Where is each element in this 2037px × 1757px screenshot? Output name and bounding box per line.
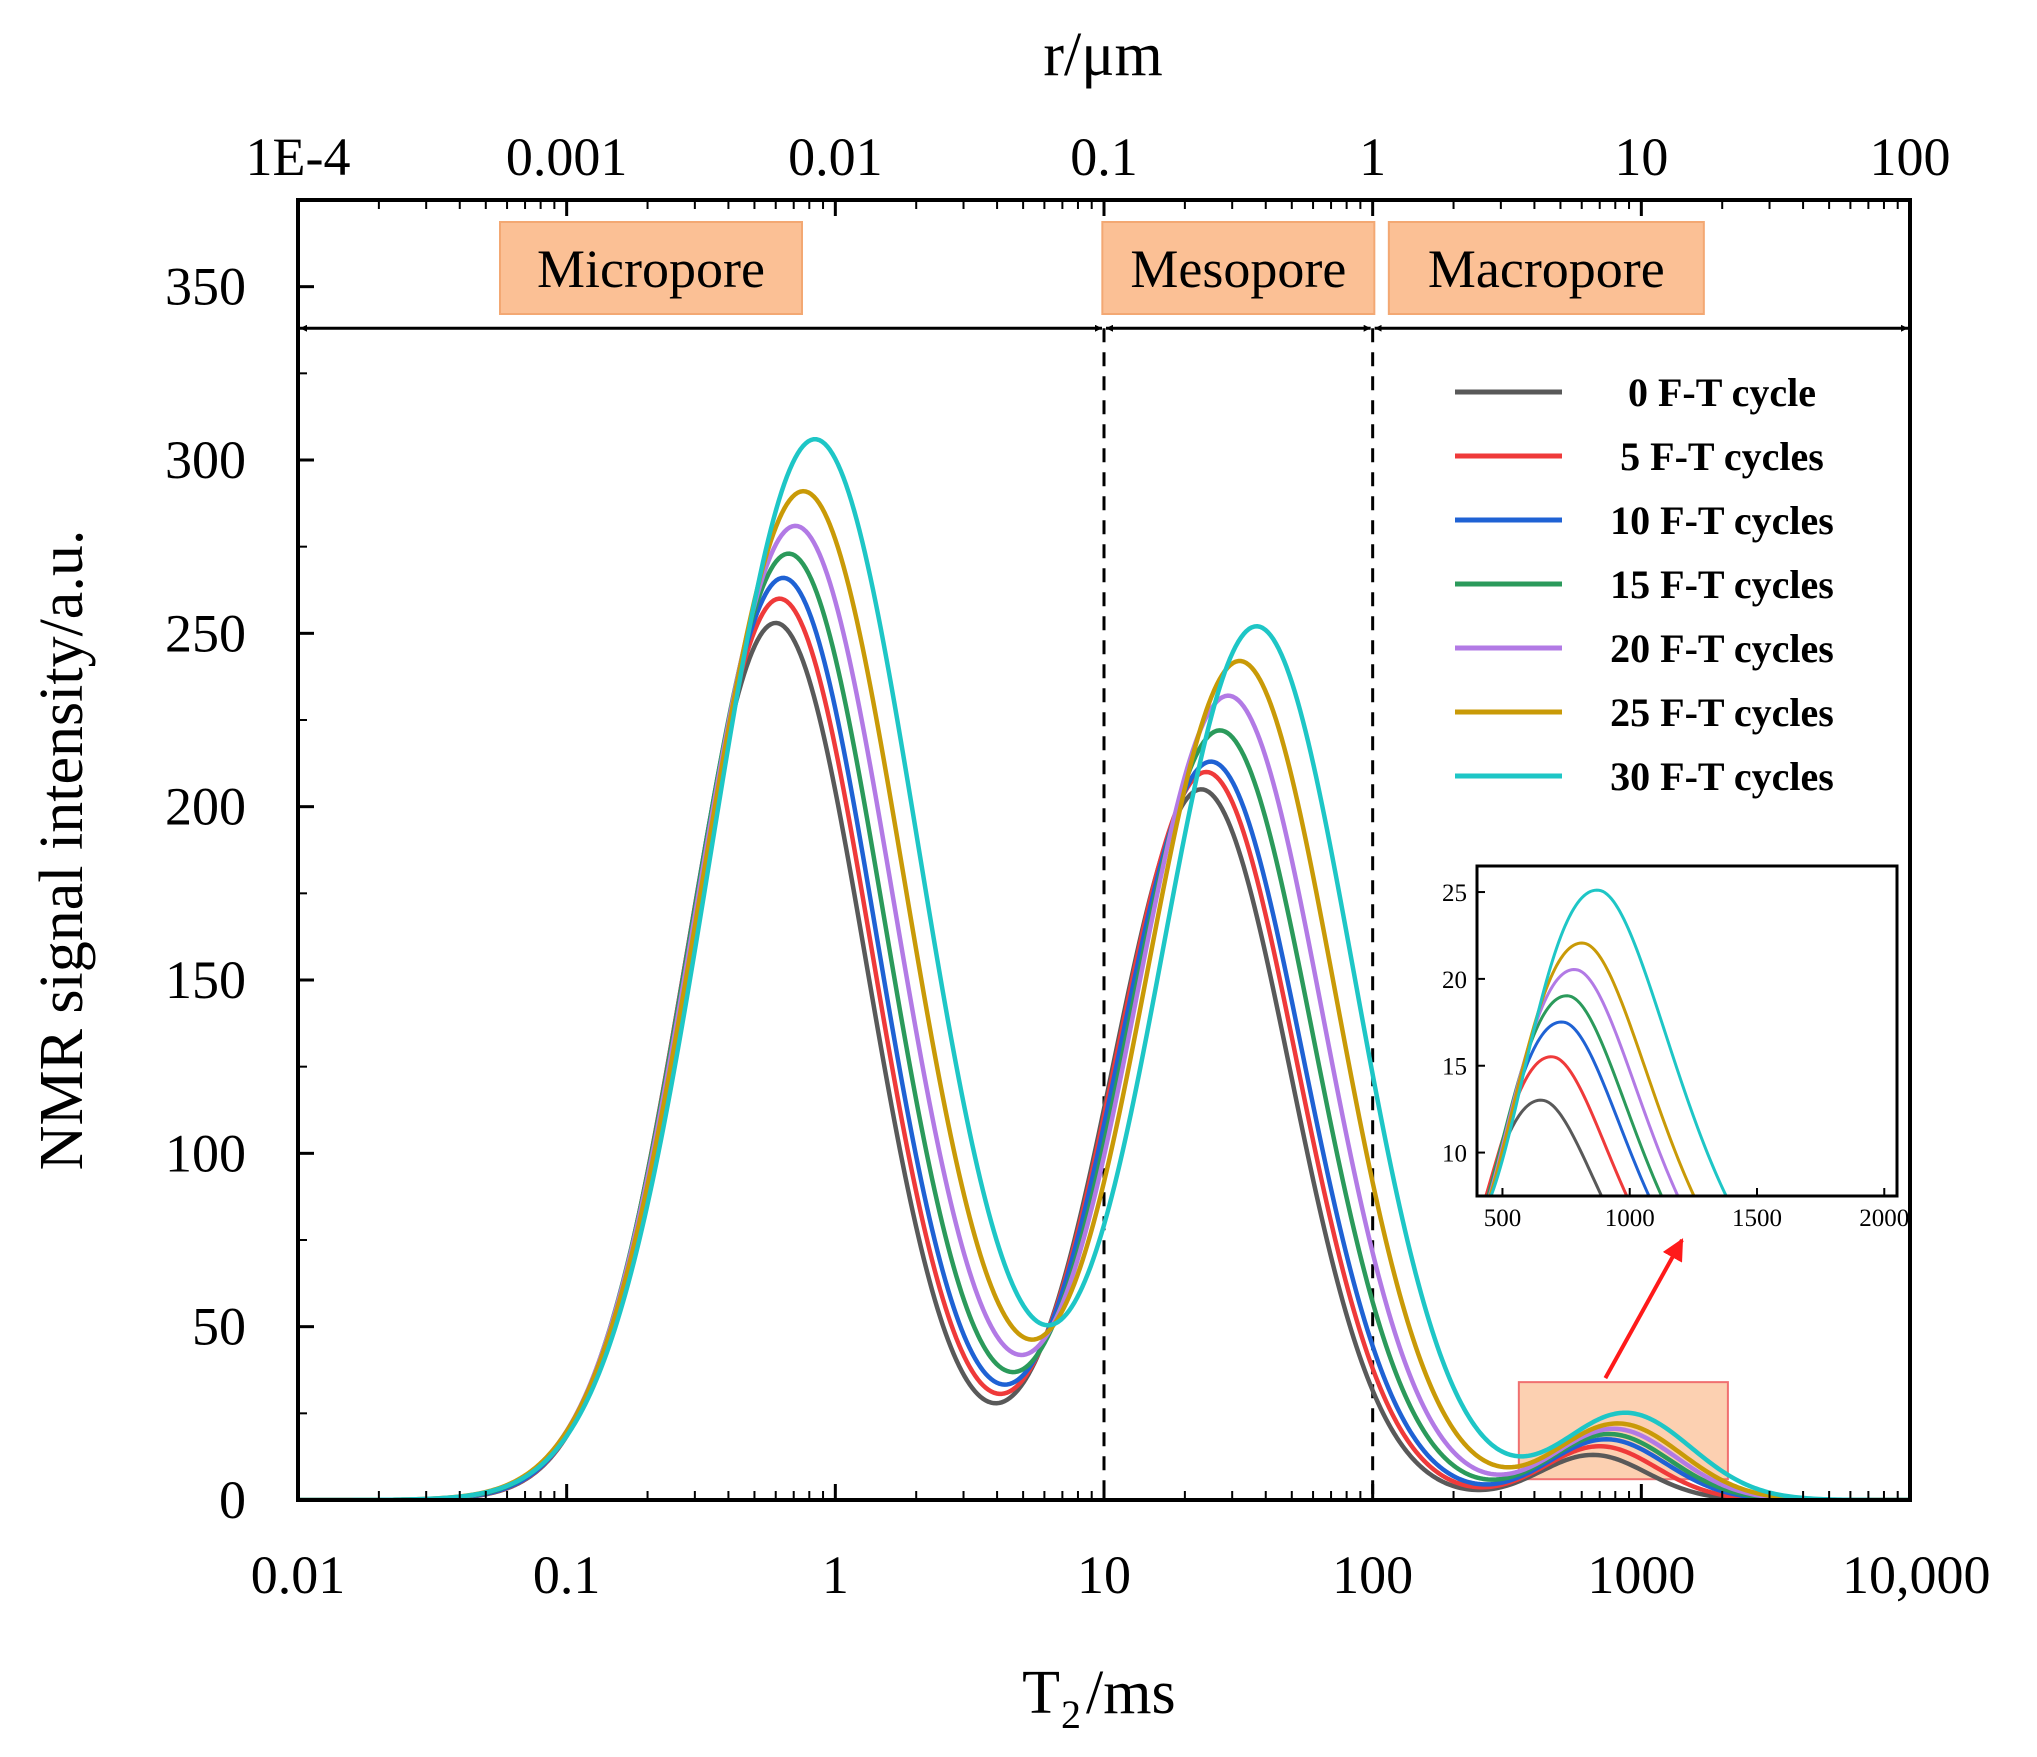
svg-text:2: 2 xyxy=(1061,1692,1081,1737)
inset-y-tick-label: 10 xyxy=(1442,1141,1467,1168)
inset-y-tick-label: 15 xyxy=(1442,1054,1467,1081)
region-box-micropore xyxy=(499,221,803,315)
inset-pointer-arrow xyxy=(1603,1238,1684,1380)
top-tick-label: 1 xyxy=(1359,127,1386,187)
inset-line-5 xyxy=(1488,941,1696,1196)
x-tick-label: 1000 xyxy=(1587,1545,1695,1605)
x-tick-label: 10 xyxy=(1077,1545,1131,1605)
svg-text:/ms: /ms xyxy=(1086,1659,1176,1727)
inset-x-tick-label: 500 xyxy=(1484,1205,1522,1232)
x-tick-label: 100 xyxy=(1332,1545,1413,1605)
region-label-macropore: Macropore xyxy=(1428,239,1665,299)
series-line-6 xyxy=(298,436,1910,1500)
region-box-mesopore xyxy=(1101,221,1376,315)
x-tick-label: 1 xyxy=(822,1545,849,1605)
inset-background xyxy=(1477,866,1897,1196)
svg-text:r/μm: r/μm xyxy=(1043,21,1162,89)
inset-series xyxy=(1484,888,1728,1196)
top-tick-label: 100 xyxy=(1870,127,1951,187)
top-axis-title: r/μm xyxy=(1043,21,1162,89)
legend-label-5: 25 F-T cycles xyxy=(1610,690,1834,735)
series-lines xyxy=(298,436,1910,1500)
region-annotations: Micropore Mesopore Macropore xyxy=(300,221,1908,1500)
x-tick-label: 10,000 xyxy=(1842,1545,1991,1605)
inset-chart: 500 1000 1500 2000 10 15 20 25 xyxy=(1442,864,1909,1380)
top-tick-label: 0.01 xyxy=(788,127,883,187)
y-tick-label: 200 xyxy=(165,777,246,837)
x-tick-label: 0.01 xyxy=(251,1545,346,1605)
top-tick-label: 0.1 xyxy=(1070,127,1138,187)
inset-line-0 xyxy=(1484,1098,1604,1196)
legend-label-3: 15 F-T cycles xyxy=(1610,562,1834,607)
legend-label-4: 20 F-T cycles xyxy=(1610,626,1834,671)
y-tick-label: 50 xyxy=(192,1297,246,1357)
legend-label-0: 0 F-T cycle xyxy=(1628,370,1816,415)
y-tick-label: 250 xyxy=(165,603,246,663)
y-tick-label: 300 xyxy=(165,430,246,490)
inset-line-4 xyxy=(1487,968,1680,1196)
y-tick-label: 350 xyxy=(165,257,246,317)
inset-frame xyxy=(1475,864,1899,1198)
svg-text:T: T xyxy=(1022,1659,1060,1727)
series-line-5 xyxy=(298,488,1910,1500)
inset-x-tick-label: 1500 xyxy=(1732,1205,1782,1232)
y-axis-title: NMR signal intensity/a.u. xyxy=(28,530,96,1171)
legend: 0 F-T cycle 5 F-T cycles 10 F-T cycles 15 F… xyxy=(1455,370,1834,799)
inset-x-tick-label: 1000 xyxy=(1605,1205,1655,1232)
svg-text:NMR signal intensity/a.u.: NMR signal intensity/a.u. xyxy=(28,530,96,1171)
region-label-mesopore: Mesopore xyxy=(1130,239,1346,299)
x-tick-label: 0.1 xyxy=(533,1545,601,1605)
top-tick-label: 1E-4 xyxy=(246,127,351,187)
y-tick-label: 150 xyxy=(165,950,246,1010)
inset-line-1 xyxy=(1484,1055,1629,1196)
region-label-micropore: Micropore xyxy=(537,239,765,299)
top-tick-label: 0.001 xyxy=(506,127,628,187)
inset-line-2 xyxy=(1486,1020,1651,1196)
top-tick-label: 10 xyxy=(1614,127,1668,187)
legend-label-1: 5 F-T cycles xyxy=(1620,434,1824,479)
inset-y-tick-label: 20 xyxy=(1442,967,1467,994)
legend-label-6: 30 F-T cycles xyxy=(1610,754,1834,799)
inset-line-3 xyxy=(1486,994,1664,1196)
inset-line-6 xyxy=(1489,888,1728,1196)
inset-y-tick-label: 25 xyxy=(1442,880,1467,907)
legend-label-2: 10 F-T cycles xyxy=(1610,498,1834,543)
y-tick-label: 100 xyxy=(165,1123,246,1183)
y-tick-label: 0 xyxy=(219,1470,246,1530)
x-axis-title: T 2 /ms xyxy=(1022,1659,1175,1737)
region-box-macropore xyxy=(1387,221,1705,315)
inset-x-tick-label: 2000 xyxy=(1859,1205,1909,1232)
